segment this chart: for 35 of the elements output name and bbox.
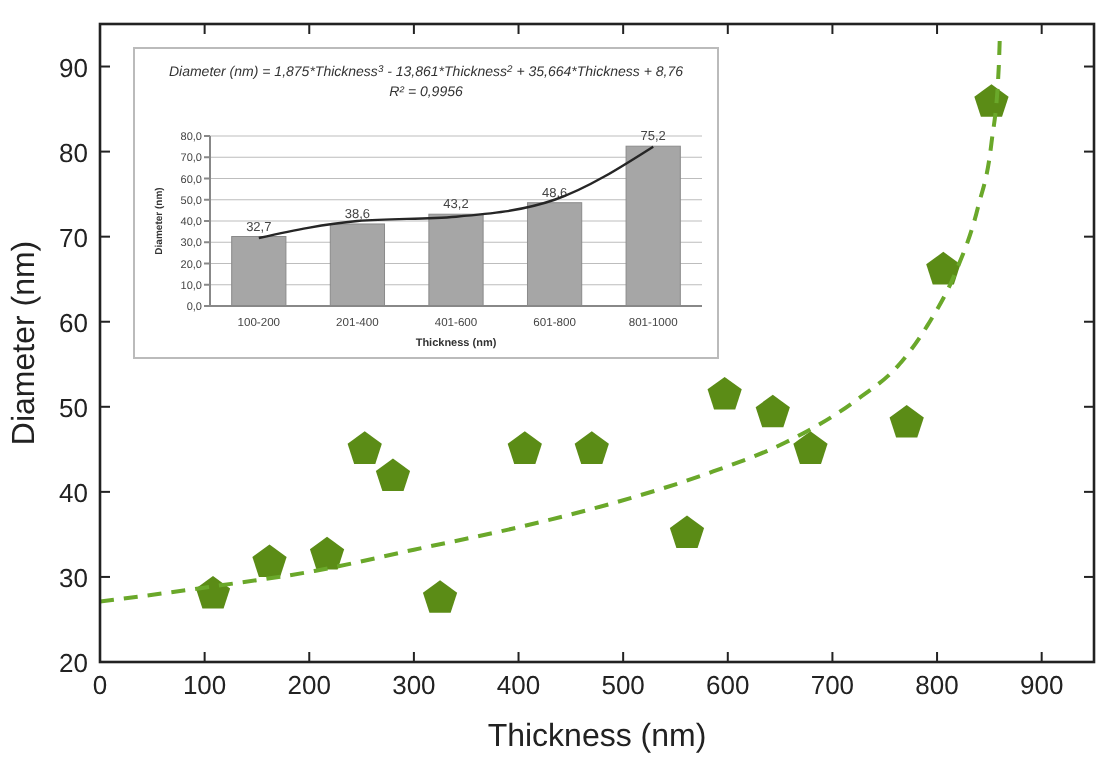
x-tick-label: 0: [92, 670, 108, 700]
x-tick-label: 700: [810, 670, 855, 700]
point: [347, 431, 382, 464]
x-tick-label: 600: [706, 670, 750, 700]
y-tick-label: 90: [59, 52, 88, 83]
x-tick-label: 800: [915, 670, 959, 700]
x-tick-label: 200: [287, 670, 331, 700]
point: [422, 580, 458, 613]
point: [793, 431, 828, 464]
point: [669, 515, 705, 549]
point: [252, 544, 287, 578]
x-tick-label: 100: [182, 670, 227, 700]
point: [309, 536, 345, 570]
x-tick-label: 500: [601, 670, 645, 700]
point: [889, 404, 924, 438]
y-tick-label: 20: [59, 648, 88, 678]
y-tick-label: 30: [59, 562, 88, 593]
y-tick-label: 50: [59, 392, 88, 423]
point: [375, 458, 411, 492]
point: [974, 84, 1009, 117]
y-tick-label: 60: [59, 307, 88, 338]
x-tick-label: 900: [1019, 670, 1064, 700]
point: [195, 575, 231, 609]
point: [707, 376, 742, 410]
x-tick-label: 300: [392, 670, 436, 700]
y-axis-title: Diameter (nm): [8, 240, 42, 446]
y-tick-label: 70: [59, 222, 88, 253]
y-tick-label: 40: [59, 477, 88, 508]
x-tick-label: 400: [496, 670, 541, 700]
x-axis-title: Thickness (nm): [487, 720, 707, 754]
point: [755, 394, 790, 428]
point: [926, 251, 961, 285]
y-tick-label: 80: [59, 137, 88, 168]
point: [574, 431, 609, 464]
point: [507, 431, 542, 464]
